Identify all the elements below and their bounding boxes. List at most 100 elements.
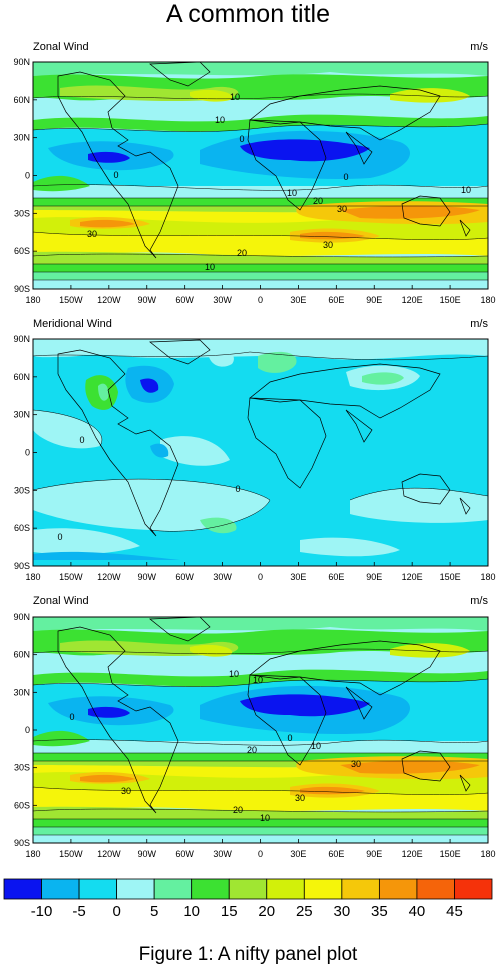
lat-tick-label: 90N — [13, 612, 30, 622]
lat-tick-label: 0 — [25, 725, 30, 735]
svg-text:0: 0 — [239, 134, 244, 144]
lat-tick-label: 90N — [13, 334, 30, 344]
lon-tick-label: 180 — [480, 295, 495, 305]
lat-tick-label: 30N — [13, 133, 30, 143]
lon-tick-label: 120E — [402, 295, 423, 305]
svg-text:0: 0 — [343, 172, 348, 182]
lon-tick-label: 90W — [137, 295, 156, 305]
colorbar-label: 20 — [258, 903, 275, 920]
colorbar-label: 35 — [371, 903, 388, 920]
lon-tick-label: 60E — [328, 849, 344, 859]
colorbar-swatch — [228, 878, 268, 900]
lon-tick-label: 60E — [328, 295, 344, 305]
colorbar-swatch — [378, 878, 418, 900]
svg-text:20: 20 — [237, 248, 247, 258]
lon-tick-label: 30E — [290, 849, 306, 859]
lon-tick-label: 150E — [440, 295, 461, 305]
colorbar-swatch — [116, 878, 155, 900]
colorbar-swatch — [303, 878, 343, 900]
colorbar-label: -10 — [31, 903, 53, 920]
lon-tick-label: 180 — [480, 849, 495, 859]
lon-tick-label: 60E — [328, 572, 344, 582]
lat-tick-label: 60S — [14, 246, 30, 256]
figure-title: A common title — [166, 0, 330, 28]
coastlines — [57, 339, 471, 537]
panel-zonal-wind-1: Zonal Wind m/s — [13, 41, 495, 305]
svg-text:10: 10 — [229, 669, 239, 679]
panel-title: Zonal Wind — [33, 595, 89, 607]
panel-title: Meridional Wind — [33, 318, 112, 330]
lon-tick-label: 150W — [59, 295, 83, 305]
lon-tick-label: 120W — [97, 849, 121, 859]
lon-tick-label: 0 — [258, 849, 263, 859]
panel-units: m/s — [470, 41, 488, 53]
svg-text:0: 0 — [79, 435, 84, 445]
svg-text:0: 0 — [235, 484, 240, 494]
lon-tick-label: 0 — [258, 295, 263, 305]
colorbar-swatch — [266, 878, 305, 900]
svg-text:10: 10 — [205, 262, 215, 272]
svg-text:10: 10 — [215, 115, 225, 125]
panel-plot-figure: Zonal Wind m/s — [3, 41, 496, 920]
svg-text:10: 10 — [253, 675, 263, 685]
colorbar-swatch — [41, 878, 80, 900]
panel-title: Zonal Wind — [33, 41, 89, 53]
lat-tick-label: 60N — [13, 650, 30, 660]
lat-tick-label: 60S — [14, 523, 30, 533]
svg-text:20: 20 — [313, 196, 323, 206]
lat-tick-label: 90S — [14, 838, 30, 848]
lon-tick-label: 180 — [25, 572, 40, 582]
lat-tick-label: 60N — [13, 372, 30, 382]
lat-tick-label: 90S — [14, 561, 30, 571]
svg-text:10: 10 — [311, 741, 321, 751]
lat-tick-label: 30S — [14, 763, 30, 773]
lon-tick-label: 120W — [97, 295, 121, 305]
lon-tick-label: 30E — [290, 572, 306, 582]
colorbar-label: 15 — [221, 903, 238, 920]
colorbar-label: 25 — [296, 903, 313, 920]
svg-text:10: 10 — [230, 92, 240, 102]
panel-units: m/s — [470, 595, 488, 607]
colorbar: -10 -5 0 5 10 15 20 25 30 35 40 45 — [3, 878, 493, 920]
lon-tick-label: 30W — [213, 295, 232, 305]
lat-tick-label: 90N — [13, 57, 30, 67]
lon-tick-label: 120W — [97, 572, 121, 582]
lon-tick-label: 90W — [137, 572, 156, 582]
lat-tick-label: 60N — [13, 95, 30, 105]
colorbar-swatch — [191, 878, 230, 900]
colorbar-label: 0 — [112, 903, 120, 920]
lon-tick-label: 180 — [25, 849, 40, 859]
svg-text:10: 10 — [461, 185, 471, 195]
colorbar-swatch — [341, 878, 380, 900]
figure-caption: Figure 1: A nifty panel plot — [138, 944, 358, 965]
lat-tick-label: 90S — [14, 284, 30, 294]
lon-tick-label: 90E — [366, 572, 382, 582]
lat-tick-label: 30S — [14, 485, 30, 495]
lon-tick-label: 0 — [258, 572, 263, 582]
lon-tick-label: 30W — [213, 849, 232, 859]
lon-tick-label: 60W — [175, 849, 194, 859]
svg-text:0: 0 — [69, 712, 74, 722]
zonal-wind-field: 10 10 0 0 0 10 20 30 10 30 20 30 10 — [33, 62, 488, 289]
coastlines — [57, 62, 471, 259]
lat-tick-label: 30N — [13, 687, 30, 697]
lon-tick-label: 120E — [402, 572, 423, 582]
lon-tick-label: 150W — [59, 572, 83, 582]
lon-tick-label: 60W — [175, 295, 194, 305]
lon-tick-label: 180 — [480, 572, 495, 582]
panel-meridional-wind: Meridional Wind m/s — [13, 318, 495, 582]
meridional-wind-field: 0 0 0 — [33, 339, 488, 566]
svg-text:30: 30 — [337, 204, 347, 214]
lon-tick-label: 30W — [213, 572, 232, 582]
lat-tick-label: 30S — [14, 208, 30, 218]
colorbar-label: 45 — [446, 903, 463, 920]
lon-tick-label: 90W — [137, 849, 156, 859]
svg-text:10: 10 — [287, 188, 297, 198]
svg-text:0: 0 — [57, 532, 62, 542]
colorbar-label: -5 — [72, 903, 85, 920]
lon-tick-label: 60W — [175, 572, 194, 582]
colorbar-swatch — [3, 878, 42, 900]
lon-tick-label: 180 — [25, 295, 40, 305]
panel-units: m/s — [470, 318, 488, 330]
svg-text:20: 20 — [247, 745, 257, 755]
